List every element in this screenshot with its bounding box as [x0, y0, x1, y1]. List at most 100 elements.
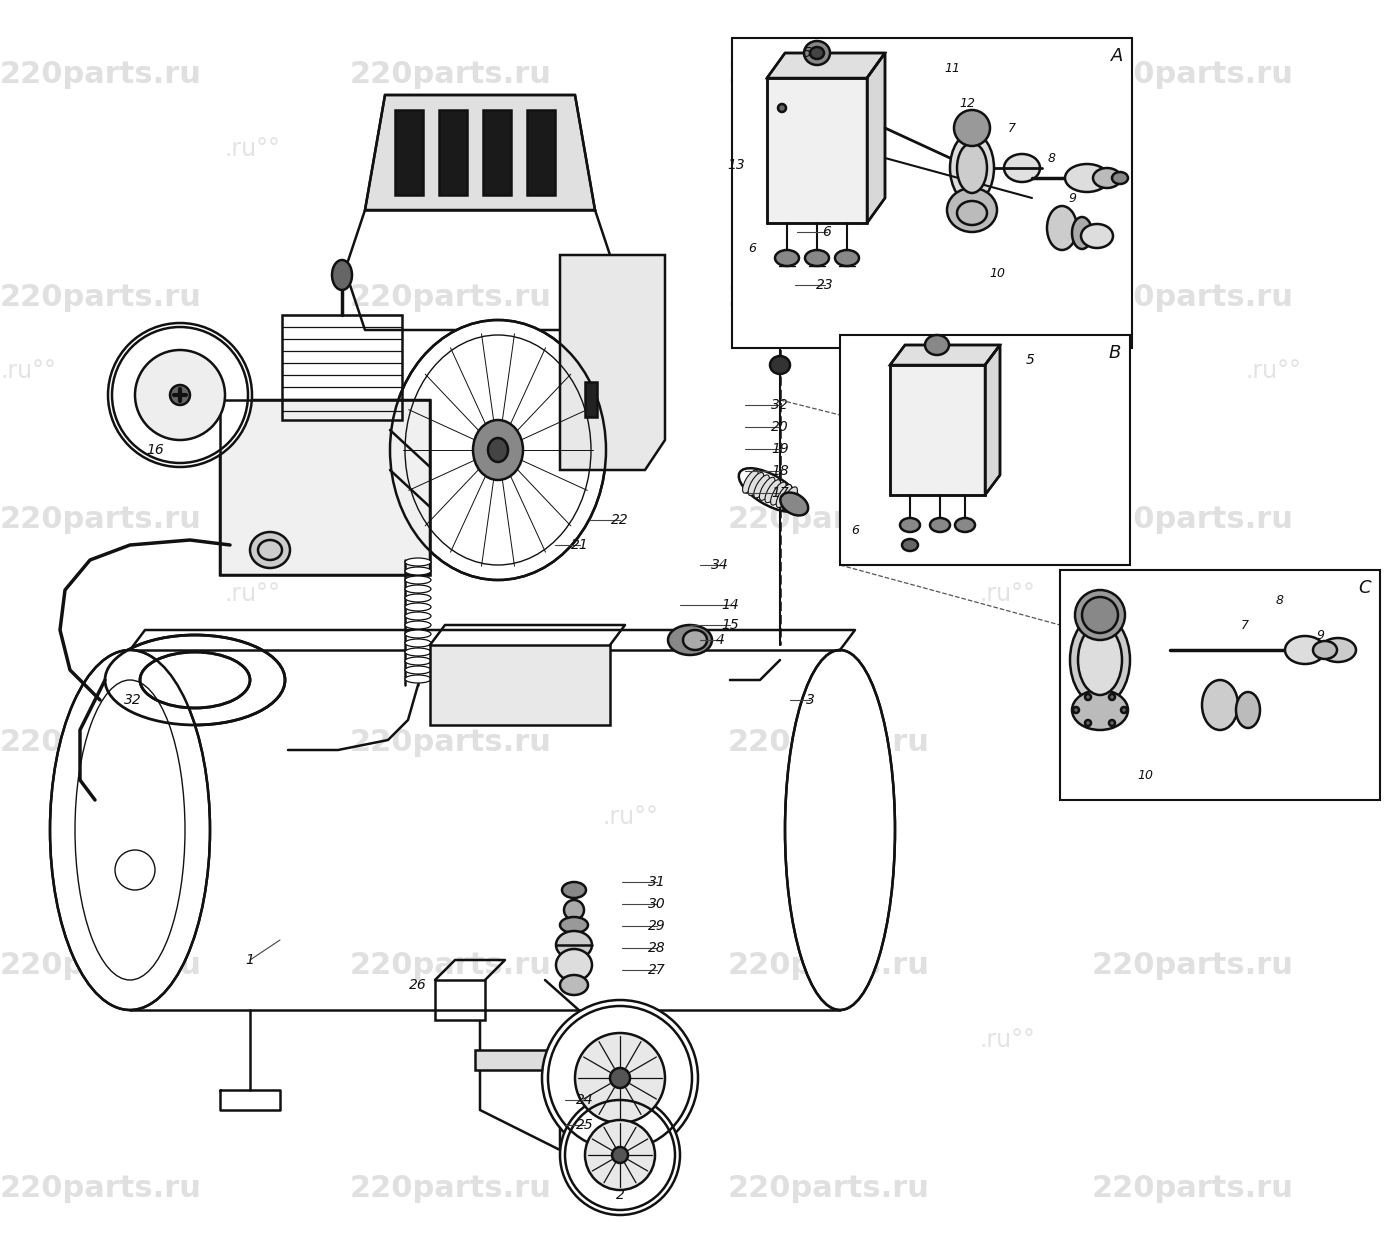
Ellipse shape	[785, 650, 895, 1010]
Ellipse shape	[140, 652, 251, 708]
Ellipse shape	[781, 487, 798, 510]
Text: 1: 1	[245, 953, 255, 967]
Text: 10: 10	[988, 266, 1005, 280]
Text: .ru°°: .ru°°	[224, 136, 280, 161]
Ellipse shape	[1072, 707, 1079, 713]
Ellipse shape	[834, 250, 860, 266]
Text: 220parts.ru: 220parts.ru	[728, 951, 930, 980]
Text: C: C	[1358, 579, 1372, 597]
Text: 12: 12	[959, 97, 974, 109]
Polygon shape	[560, 255, 665, 470]
Text: 21: 21	[571, 539, 589, 552]
Ellipse shape	[1085, 695, 1091, 699]
Text: 220parts.ru: 220parts.ru	[350, 505, 552, 535]
Text: 24: 24	[577, 1093, 594, 1107]
Text: 220parts.ru: 220parts.ru	[350, 1174, 552, 1203]
Ellipse shape	[560, 1094, 680, 1214]
Text: 220parts.ru: 220parts.ru	[1092, 1174, 1294, 1203]
Ellipse shape	[778, 104, 785, 111]
Text: .ru°°: .ru°°	[0, 359, 56, 384]
Ellipse shape	[405, 586, 431, 593]
Text: 16: 16	[146, 443, 164, 457]
Ellipse shape	[742, 470, 759, 493]
Bar	[395, 110, 423, 196]
Ellipse shape	[391, 319, 606, 579]
Text: 220parts.ru: 220parts.ru	[728, 505, 930, 535]
Text: 26: 26	[409, 978, 427, 992]
Text: 8: 8	[1275, 593, 1284, 607]
Ellipse shape	[1320, 638, 1357, 662]
Text: 30: 30	[648, 898, 666, 911]
Ellipse shape	[169, 385, 190, 405]
Ellipse shape	[1203, 680, 1238, 730]
Ellipse shape	[1047, 206, 1077, 250]
Ellipse shape	[1121, 707, 1127, 713]
Text: 9: 9	[1068, 192, 1077, 204]
Text: 6: 6	[748, 241, 756, 255]
Ellipse shape	[405, 621, 431, 629]
Text: 15: 15	[721, 618, 739, 633]
Text: 220parts.ru: 220parts.ru	[728, 59, 930, 89]
Ellipse shape	[748, 473, 764, 495]
Text: B: B	[1109, 344, 1121, 361]
Ellipse shape	[668, 625, 713, 655]
Polygon shape	[867, 53, 885, 223]
Ellipse shape	[134, 350, 225, 439]
Ellipse shape	[958, 144, 987, 193]
Ellipse shape	[946, 188, 997, 232]
Ellipse shape	[405, 612, 431, 620]
Ellipse shape	[804, 41, 830, 66]
Ellipse shape	[1093, 168, 1121, 188]
Text: 17: 17	[771, 487, 788, 500]
Bar	[890, 365, 986, 495]
Ellipse shape	[1072, 690, 1128, 730]
Ellipse shape	[780, 493, 808, 515]
Text: 18: 18	[771, 464, 788, 478]
Ellipse shape	[556, 950, 592, 980]
Text: 5: 5	[802, 46, 812, 59]
Ellipse shape	[405, 576, 431, 584]
Ellipse shape	[776, 250, 799, 266]
Text: 220parts.ru: 220parts.ru	[350, 951, 552, 980]
Text: 220parts.ru: 220parts.ru	[0, 505, 202, 535]
Bar	[435, 980, 484, 1020]
Ellipse shape	[811, 47, 825, 59]
Text: .ru°°: .ru°°	[980, 582, 1036, 607]
Ellipse shape	[1085, 721, 1091, 725]
Text: 220parts.ru: 220parts.ru	[0, 1174, 202, 1203]
Text: 32: 32	[125, 693, 141, 707]
Ellipse shape	[900, 517, 920, 532]
Ellipse shape	[405, 630, 431, 638]
Ellipse shape	[1082, 597, 1119, 633]
Ellipse shape	[953, 110, 990, 146]
Bar	[440, 110, 468, 196]
Ellipse shape	[955, 517, 974, 532]
Ellipse shape	[1072, 217, 1092, 249]
Text: 22: 22	[612, 513, 629, 527]
Ellipse shape	[332, 260, 351, 290]
Polygon shape	[365, 95, 595, 210]
Ellipse shape	[575, 1032, 665, 1123]
Text: 220parts.ru: 220parts.ru	[728, 728, 930, 758]
Text: 28: 28	[648, 941, 666, 954]
Polygon shape	[767, 78, 867, 223]
Ellipse shape	[405, 594, 431, 602]
Bar	[840, 335, 1130, 565]
Ellipse shape	[556, 931, 592, 959]
Ellipse shape	[1112, 172, 1128, 184]
Text: 13: 13	[727, 158, 745, 172]
Text: .ru°°: .ru°°	[980, 1028, 1036, 1052]
Ellipse shape	[1313, 641, 1337, 659]
Text: 8: 8	[1049, 151, 1056, 165]
Ellipse shape	[925, 335, 949, 355]
Text: 220parts.ru: 220parts.ru	[0, 59, 202, 89]
Bar	[585, 383, 596, 417]
Ellipse shape	[1070, 615, 1130, 704]
Text: 9: 9	[1316, 629, 1324, 641]
Ellipse shape	[405, 666, 431, 673]
Text: 3: 3	[805, 693, 815, 707]
Ellipse shape	[561, 881, 587, 898]
Text: 220parts.ru: 220parts.ru	[1092, 951, 1294, 980]
Text: 220parts.ru: 220parts.ru	[1092, 59, 1294, 89]
Bar	[526, 110, 554, 196]
